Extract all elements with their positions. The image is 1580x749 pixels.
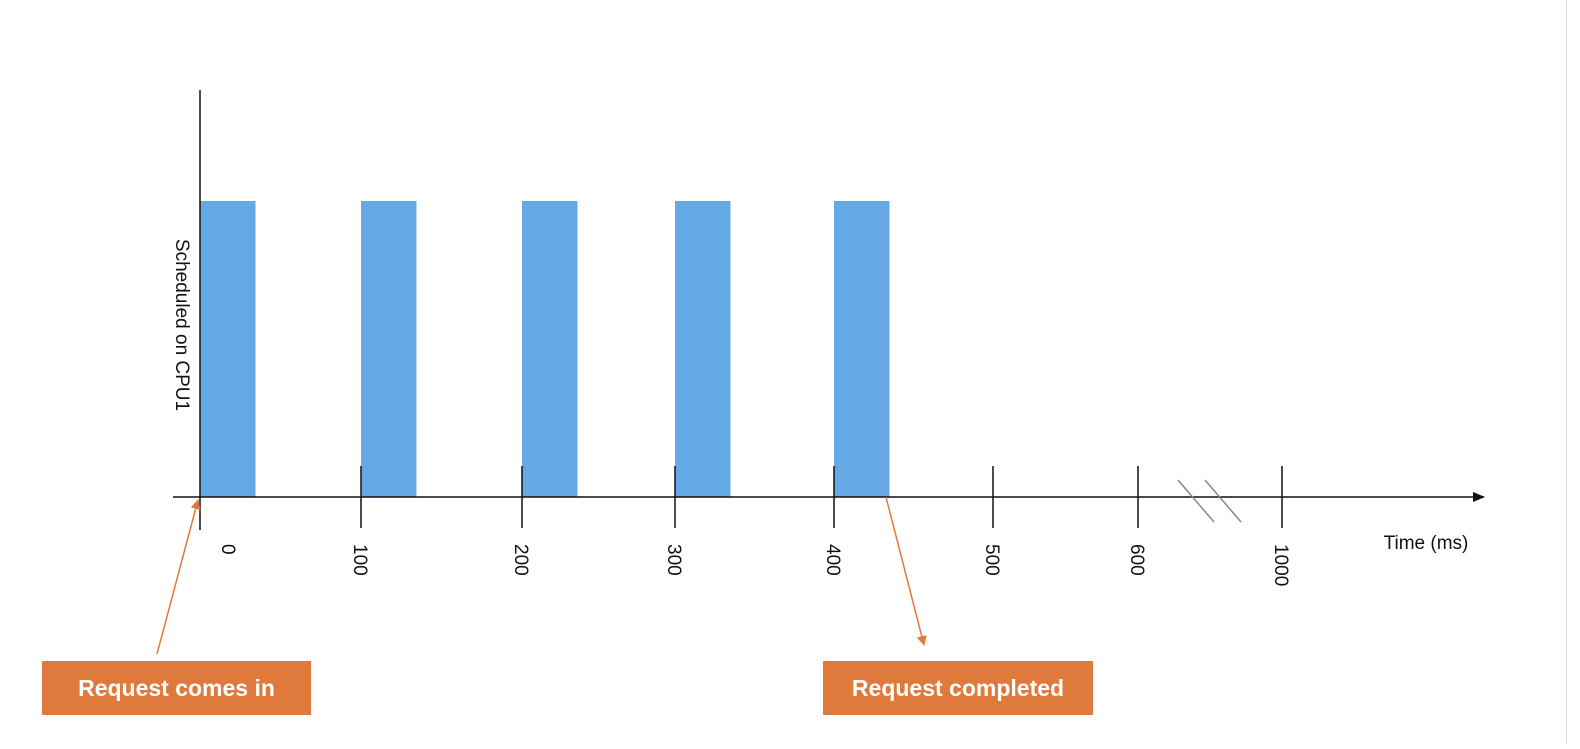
- request-comes-in-label: Request comes in: [78, 674, 275, 701]
- request-in-arrow: [156, 499, 201, 655]
- labels-layer: Scheduled on CPU1 Time (ms): [171, 239, 1468, 554]
- y-axis-label: Scheduled on CPU1: [171, 239, 192, 411]
- x-tick-label-300: 300: [663, 544, 684, 576]
- x-tick-label-500: 500: [981, 544, 1002, 576]
- axis-break-icon: [1177, 479, 1242, 523]
- annotation-arrows: [156, 496, 927, 655]
- x-tick-label-100: 100: [349, 544, 370, 576]
- request-completed-label: Request completed: [851, 674, 1065, 701]
- request-completed-callout: Request completed: [823, 661, 1093, 715]
- axes-layer: [173, 90, 1485, 530]
- frame-border: [1566, 0, 1567, 744]
- bar-0: [200, 201, 256, 497]
- x-tick-label-0: 0: [217, 544, 238, 555]
- bar-200: [522, 201, 578, 497]
- request-completed-arrow: [885, 496, 927, 646]
- x-tick-label-1000: 1000: [1270, 544, 1291, 586]
- bars-layer: [200, 201, 890, 497]
- bar-300: [675, 201, 731, 497]
- bar-400: [834, 201, 890, 497]
- x-axis-label: Time (ms): [1384, 533, 1469, 554]
- x-tick-label-600: 600: [1126, 544, 1147, 576]
- ticks-layer: 0 100 200 300 400 500 600 1000: [217, 466, 1291, 586]
- x-tick-label-400: 400: [822, 544, 843, 576]
- bar-100: [361, 201, 417, 497]
- x-tick-label-200: 200: [510, 544, 531, 576]
- request-comes-in-callout: Request comes in: [42, 661, 311, 715]
